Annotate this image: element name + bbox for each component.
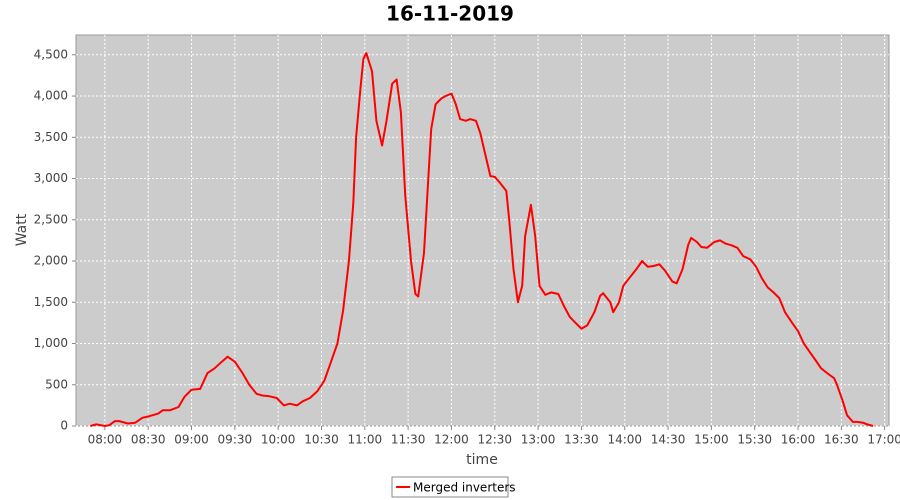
legend-label: Merged inverters	[413, 481, 516, 495]
x-tick-label: 12:00	[434, 433, 469, 447]
x-tick-label: 08:00	[88, 433, 123, 447]
x-tick-label: 09:00	[174, 433, 209, 447]
legend-box	[391, 476, 509, 498]
y-tick-label: 0	[60, 419, 68, 433]
x-tick-label: 11:30	[391, 433, 426, 447]
y-tick-label: 3,000	[34, 171, 68, 185]
x-tick-label: 14:00	[607, 433, 642, 447]
x-tick-label: 11:00	[348, 433, 383, 447]
y-tick-label: 4,000	[34, 89, 68, 103]
y-axis-label: Watt	[14, 213, 30, 246]
x-tick-label: 12:30	[477, 433, 512, 447]
x-tick-label: 08:30	[131, 433, 166, 447]
x-tick-label: 17:00	[867, 433, 900, 447]
x-tick-label: 16:00	[781, 433, 816, 447]
series-line	[90, 52, 874, 427]
x-tick-label: 10:00	[261, 433, 296, 447]
x-tick-label: 09:30	[218, 433, 253, 447]
x-tick-label: 16:30	[824, 433, 859, 447]
y-tick-label: 4,500	[34, 47, 68, 61]
x-tick-label: 10:30	[304, 433, 339, 447]
y-tick-label: 2,500	[34, 212, 68, 226]
y-tick-label: 3,500	[34, 130, 68, 144]
x-tick-label: 14:30	[651, 433, 686, 447]
x-axis-label: time	[466, 452, 498, 468]
y-tick-label: 1,500	[34, 295, 68, 309]
plot-area	[75, 34, 890, 427]
x-tick-label: 13:00	[521, 433, 556, 447]
chart-title: 16-11-2019	[386, 2, 514, 26]
y-tick-label: 2,000	[34, 254, 68, 268]
x-tick-label: 15:00	[694, 433, 729, 447]
y-tick-label: 1,000	[34, 336, 68, 350]
x-tick-label: 13:30	[564, 433, 599, 447]
x-tick-label: 15:30	[737, 433, 772, 447]
y-tick-label: 500	[45, 377, 68, 391]
